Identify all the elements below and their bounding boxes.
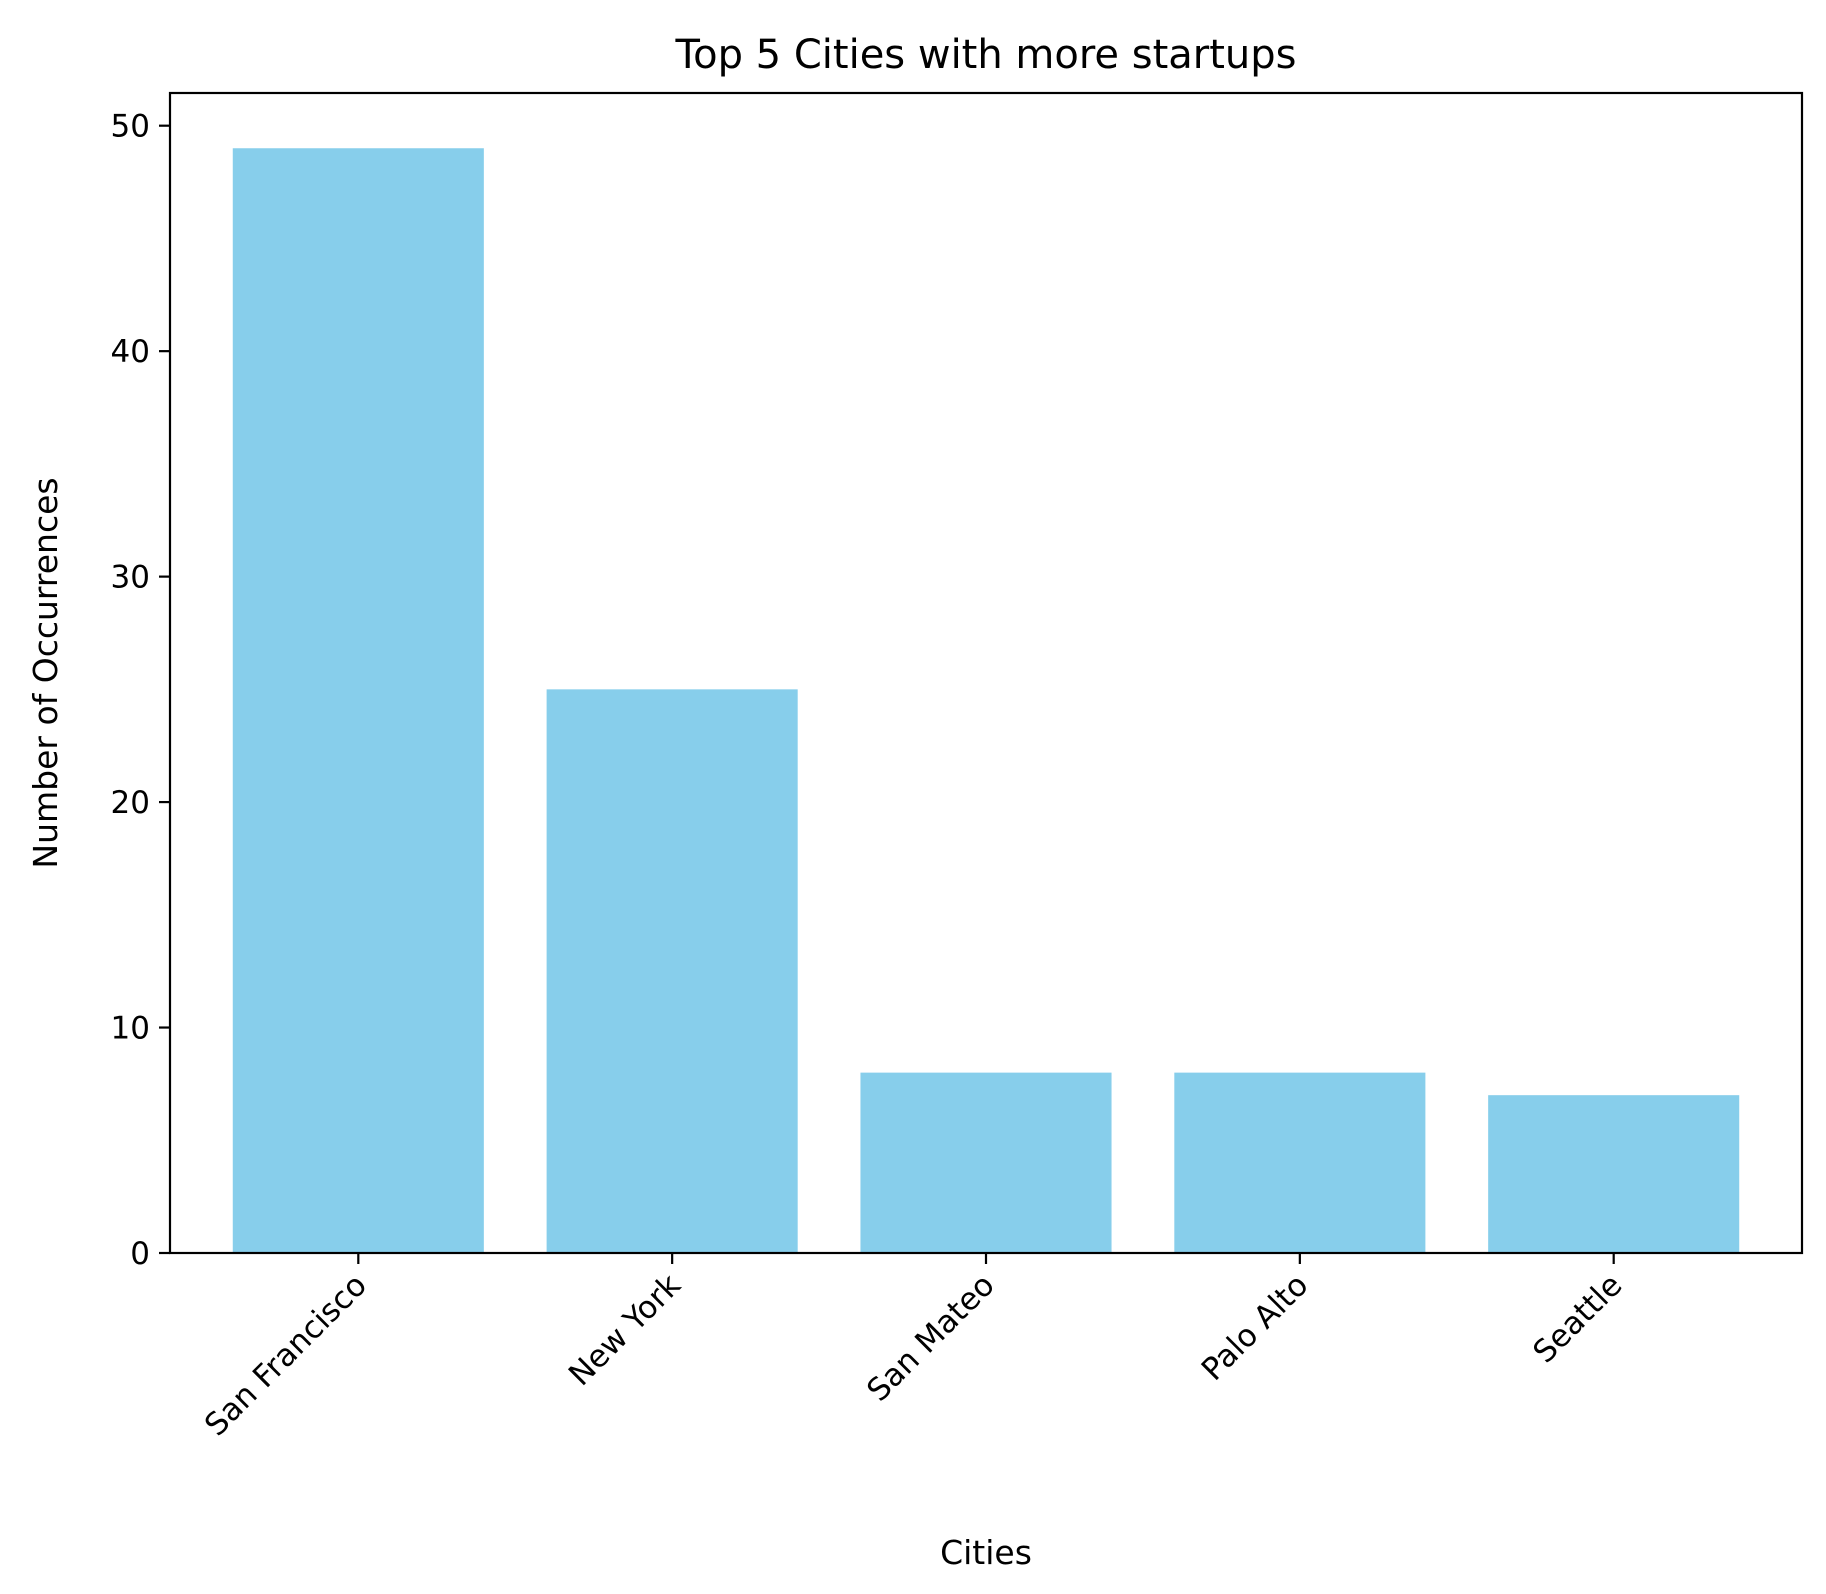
bar-new-york bbox=[546, 689, 798, 1253]
x-axis-label: Cities bbox=[940, 1533, 1032, 1572]
y-axis-ticks: 0 10 20 30 40 50 bbox=[111, 109, 170, 1272]
x-tick-label-seattle: Seattle bbox=[1526, 1267, 1629, 1370]
y-tick-label: 30 bbox=[111, 560, 150, 596]
bar-palo-alto bbox=[1174, 1072, 1426, 1253]
x-tick-label-new-york: New York bbox=[562, 1267, 688, 1393]
bars-group bbox=[232, 148, 1740, 1254]
plot-area-frame bbox=[168, 91, 1804, 1255]
y-tick-label: 50 bbox=[111, 109, 150, 145]
y-tick-label: 20 bbox=[111, 785, 150, 821]
chart-title: Top 5 Cities with more startups bbox=[674, 32, 1296, 78]
bar-seattle bbox=[1488, 1095, 1740, 1253]
bar-san-mateo bbox=[860, 1072, 1112, 1253]
y-tick-label: 10 bbox=[111, 1011, 150, 1047]
x-tick-label-palo-alto: Palo Alto bbox=[1195, 1267, 1316, 1388]
x-tick-label-san-francisco: San Francisco bbox=[198, 1267, 374, 1443]
x-axis-ticks: San Francisco New York San Mateo Palo Alto S… bbox=[198, 1253, 1629, 1443]
x-tick-label-san-mateo: San Mateo bbox=[860, 1267, 1002, 1409]
bar-san-francisco bbox=[232, 148, 484, 1254]
y-tick-label: 40 bbox=[111, 334, 150, 370]
y-tick-label: 0 bbox=[130, 1236, 150, 1272]
y-axis-label: Number of Occurrences bbox=[26, 477, 65, 868]
